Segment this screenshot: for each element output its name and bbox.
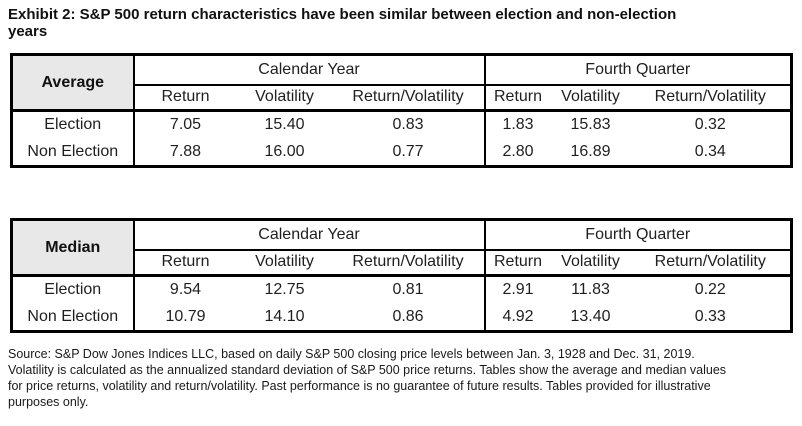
value-cell: 0.32 [694, 116, 726, 134]
column-header-return-volatility: Return/Volatility [630, 249, 792, 277]
table-row-non-election: Non Election 10.79 14.10 0.86 4.92 13.40… [11, 303, 792, 332]
value-cell: 9.54 [169, 281, 202, 299]
value-cell: 7.05 [169, 116, 202, 134]
table-row-non-election: Non Election 7.88 16.00 0.77 2.80 16.89 … [11, 138, 792, 167]
value-cell: 1.83 [502, 116, 534, 134]
group-header-calendar-year: Calendar Year [133, 219, 486, 251]
column-header-return-volatility: Return/Volatility [630, 84, 792, 112]
column-header-volatility: Volatility [236, 249, 333, 277]
value-cell: 0.22 [694, 281, 726, 299]
value-cell: 11.83 [571, 281, 610, 299]
column-header-return: Return [484, 249, 551, 277]
value-cell: 10.79 [165, 307, 206, 325]
row-label: Election [11, 110, 135, 139]
column-header-return: Return [133, 249, 237, 277]
table-row-election: Election 7.05 15.40 0.83 1.83 15.83 0.32 [11, 110, 792, 139]
group-header-calendar-year: Calendar Year [133, 54, 486, 86]
value-cell: 15.83 [570, 116, 611, 134]
column-header-return-volatility: Return/Volatility [332, 249, 486, 277]
row-label: Non Election [11, 138, 135, 167]
row-label: Election [11, 275, 135, 304]
value-cell: 7.88 [169, 142, 202, 160]
column-header-volatility: Volatility [550, 84, 631, 112]
value-cell: 4.92 [502, 307, 534, 325]
value-cell: 2.91 [502, 281, 534, 299]
value-cell: 12.75 [264, 281, 305, 299]
column-header-return-volatility: Return/Volatility [332, 84, 486, 112]
value-cell: 0.86 [332, 303, 486, 332]
column-header-return: Return [484, 84, 551, 112]
value-cell: 0.33 [694, 307, 726, 325]
row-label: Non Election [11, 303, 135, 332]
stat-label-cell: Average [11, 54, 135, 112]
value-cell: 0.83 [332, 110, 486, 139]
group-header-fourth-quarter: Fourth Quarter [484, 219, 792, 251]
value-cell: 14.10 [264, 307, 305, 325]
column-header-return: Return [133, 84, 237, 112]
group-header-fourth-quarter: Fourth Quarter [484, 54, 792, 86]
value-cell: 16.00 [264, 142, 305, 160]
column-header-volatility: Volatility [550, 249, 631, 277]
median-table: Median Calendar Year Fourth Quarter Retu… [10, 218, 794, 333]
stat-label-cell: Median [11, 219, 135, 277]
source-note: Source: S&P Dow Jones Indices LLC, based… [8, 347, 727, 409]
column-header-volatility: Volatility [236, 84, 333, 112]
value-cell: 0.34 [694, 142, 726, 160]
value-cell: 15.40 [264, 116, 305, 134]
value-cell: 0.81 [332, 275, 486, 304]
value-cell: 0.77 [332, 138, 486, 167]
average-table: Average Calendar Year Fourth Quarter Ret… [10, 53, 794, 168]
value-cell: 16.89 [570, 142, 611, 160]
value-cell: 13.40 [570, 307, 611, 325]
value-cell: 2.80 [502, 142, 534, 160]
table-row-election: Election 9.54 12.75 0.81 2.91 11.83 0.22 [11, 275, 792, 304]
page-title: Exhibit 2: S&P 500 return characteristic… [8, 6, 677, 40]
